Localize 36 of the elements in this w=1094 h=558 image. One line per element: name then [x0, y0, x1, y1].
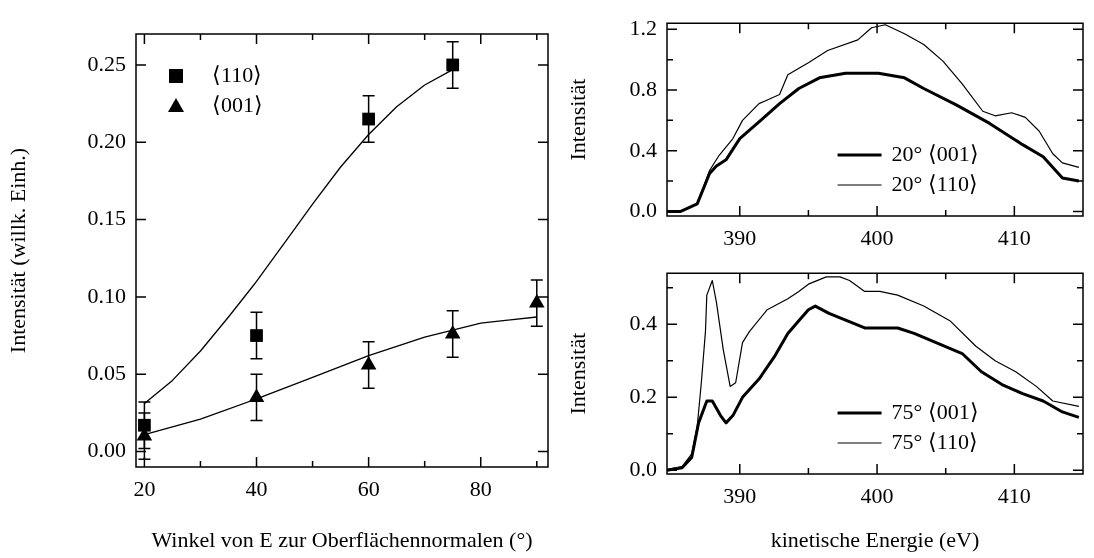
x-tick-label: 80 [469, 475, 492, 501]
y-tick-label: 0.4 [629, 310, 657, 336]
x-tick-label: 40 [245, 475, 268, 501]
y-axis-title: Intensität [564, 78, 590, 161]
y-tick-label: 0.0 [629, 456, 657, 482]
y-tick-label: 0.8 [629, 75, 657, 101]
x-tick-label: 400 [860, 482, 894, 508]
y-tick-label: 0.20 [87, 128, 126, 154]
x-tick-label: 20 [133, 475, 156, 501]
y-tick-label: 0.2 [629, 383, 657, 409]
y-tick-label: 0.0 [629, 197, 657, 223]
y-tick-label: 0.15 [87, 205, 126, 231]
legend-label: 75° ⟨001⟩ [891, 398, 979, 424]
y-tick-label: 0.4 [629, 136, 657, 162]
y-tick-label: 0.00 [87, 437, 126, 463]
y-axis-title: Intensität [564, 332, 590, 415]
legend-label: 20° ⟨001⟩ [891, 140, 979, 166]
y-tick-label: 0.05 [87, 360, 126, 385]
y-tick-label: 0.25 [87, 50, 126, 76]
x-tick-label: 400 [860, 224, 894, 250]
x-tick-label: 410 [997, 482, 1031, 508]
x-axis-title: Winkel von E zur Oberflächennormalen (°) [151, 526, 533, 552]
x-tick-label: 390 [723, 224, 757, 250]
x-tick-label: 390 [723, 482, 757, 508]
legend-label: 20° ⟨110⟩ [891, 170, 979, 196]
y-axis-title: Intensität (willk. Einh.) [4, 147, 30, 354]
legend-label: 75° ⟨110⟩ [891, 428, 979, 454]
x-tick-label: 410 [997, 224, 1031, 250]
y-tick-label: 1.2 [629, 15, 657, 41]
x-axis-title: kinetische Energie (eV) [770, 526, 980, 552]
point [444, 325, 461, 339]
x-tick-label: 60 [357, 475, 380, 501]
legend-label: ⟨001⟩ [212, 91, 263, 117]
legend-label: ⟨110⟩ [212, 61, 263, 87]
point [250, 329, 263, 342]
y-tick-label: 0.10 [87, 282, 126, 308]
